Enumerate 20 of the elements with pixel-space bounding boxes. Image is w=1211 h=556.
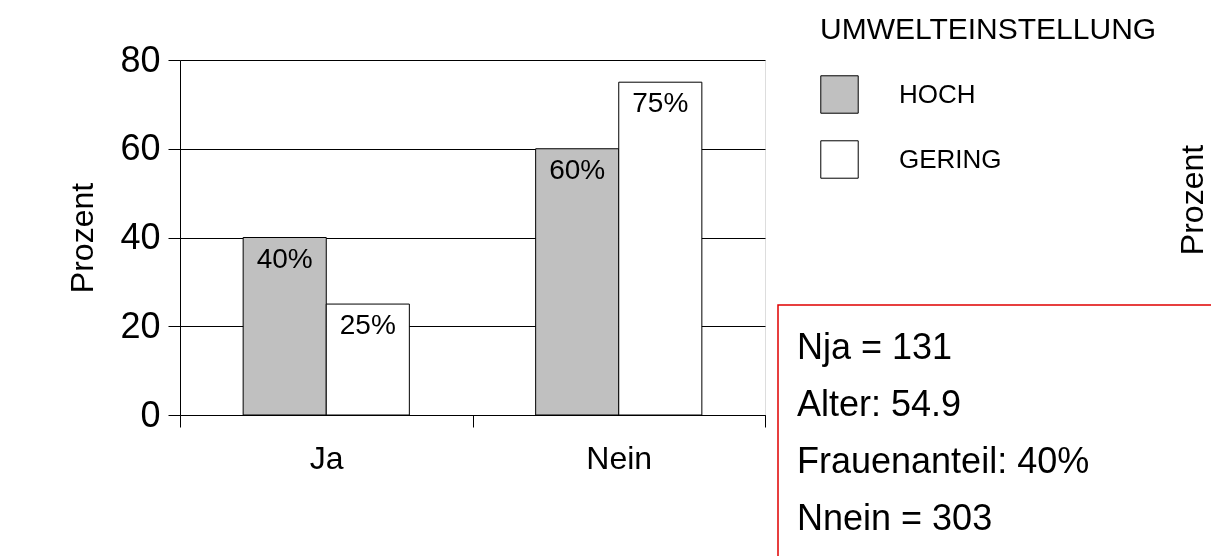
y-tick-label: 80 <box>120 38 161 80</box>
legend-title: UMWELTEINSTELLUNG <box>820 12 1157 45</box>
text: Nja = 131 <box>797 326 953 367</box>
x-tick-label: Nein <box>586 439 653 476</box>
y-tick-label: 20 <box>120 304 161 346</box>
y-tick-label: 40 <box>120 216 161 257</box>
data-label: 60% <box>549 153 606 185</box>
data-label: 25% <box>339 309 396 341</box>
y-tick-label: 60 <box>120 127 161 169</box>
data-label: 75% <box>632 87 689 119</box>
legend-label: GERING <box>899 143 1002 174</box>
y-axis-title: Prozent <box>64 182 101 294</box>
y-tick-label: 0 <box>140 393 161 435</box>
text: Prozent <box>1174 144 1210 256</box>
text: Alter: 54.9 <box>797 383 962 424</box>
data-label: 40% <box>256 242 313 274</box>
legend-label: HOCH <box>899 78 976 109</box>
text: Frauenanteil: 40% <box>797 440 1090 481</box>
text: Nnein = 303 <box>797 497 993 538</box>
x-tick-label: Ja <box>309 439 344 476</box>
